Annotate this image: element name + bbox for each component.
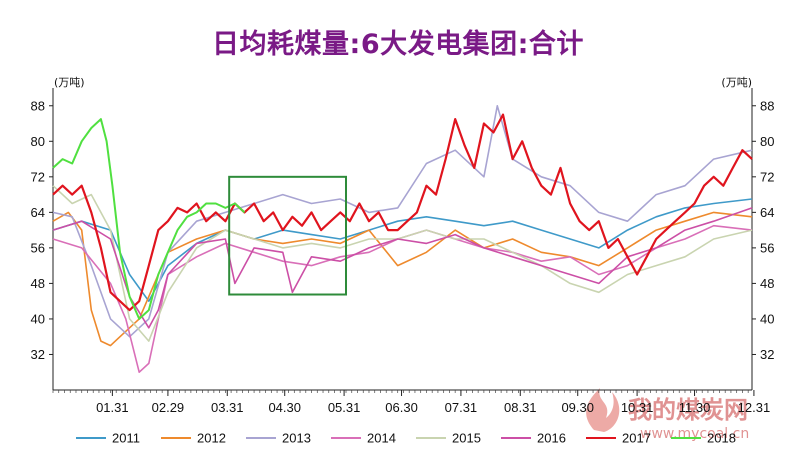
x-tick-label: 06.30	[385, 400, 418, 415]
legend-label-2015: 2015	[452, 431, 481, 446]
y-tick-label-right: 64	[760, 205, 774, 220]
y-tick-label-right: 56	[760, 240, 774, 255]
series-layer	[52, 105, 753, 374]
series-line-2016	[52, 207, 753, 329]
legend-label-2018: 2018	[707, 431, 736, 446]
highlight-layer	[228, 175, 348, 296]
series-line-2015	[52, 185, 753, 342]
x-tick-label: 05.31	[328, 400, 361, 415]
legend-label-2017: 2017	[622, 431, 651, 446]
y-unit-left: (万吨)	[54, 76, 85, 89]
legend-label-2016: 2016	[537, 431, 566, 446]
watermark-flame-icon	[586, 388, 620, 432]
y-tick-label-left: 40	[31, 311, 45, 326]
y-tick-label-left: 88	[31, 98, 45, 113]
legend-label-2012: 2012	[197, 431, 226, 446]
x-tick-label: 11.30	[679, 400, 711, 415]
chart-title: 日均耗煤量:6大发电集团:合计	[212, 29, 584, 60]
x-tick-label: 02.29	[152, 400, 185, 415]
watermark-text: 我的煤炭网	[628, 396, 748, 424]
x-tick-label: 03.31	[211, 400, 244, 415]
y-unit-right: (万吨)	[721, 76, 752, 89]
series-line-2018	[52, 118, 246, 320]
legend: 2011 2012 2013 2014 2015 2016 2017 2018	[76, 431, 736, 446]
y-tick-label-right: 88	[760, 98, 774, 113]
axes: (万吨) (万吨) 32 32 40 40 48 48 56 56 64 64 72 72 80 80 88 88…	[31, 76, 775, 415]
legend-label-2014: 2014	[367, 431, 396, 446]
legend-label-2011: 2011	[112, 431, 140, 446]
series-line-2014	[52, 224, 753, 374]
x-tick-label: 04.30	[268, 400, 301, 415]
y-tick-label-left: 64	[31, 205, 45, 220]
y-tick-label-right: 40	[760, 311, 774, 326]
highlight-box	[228, 175, 348, 296]
watermark-url: www.mycoal.cn	[640, 426, 749, 442]
x-tick-label: 01.31	[96, 400, 129, 415]
series-line-2012	[52, 211, 753, 347]
y-tick-label-left: 72	[31, 169, 45, 184]
x-tick-label: 12.31	[738, 400, 771, 415]
series-line-2017	[52, 113, 753, 312]
y-tick-label-right: 80	[760, 134, 774, 149]
y-tick-label-left: 80	[31, 134, 45, 149]
x-tick-label: 10.31	[621, 400, 654, 415]
series-line-2013	[52, 105, 753, 338]
y-tick-label-left: 48	[31, 276, 45, 291]
y-tick-label-right: 72	[760, 169, 774, 184]
x-tick-label: 09.30	[561, 400, 594, 415]
y-tick-label-left: 32	[31, 347, 45, 362]
y-tick-label-right: 32	[760, 347, 774, 362]
watermark: 我的煤炭网 www.mycoal.cn	[586, 388, 749, 442]
legend-label-2013: 2013	[282, 431, 311, 446]
y-tick-label-left: 56	[31, 240, 45, 255]
y-tick-label-right: 48	[760, 276, 774, 291]
x-tick-label: 07.31	[445, 400, 478, 415]
x-tick-label: 08.31	[504, 400, 537, 415]
